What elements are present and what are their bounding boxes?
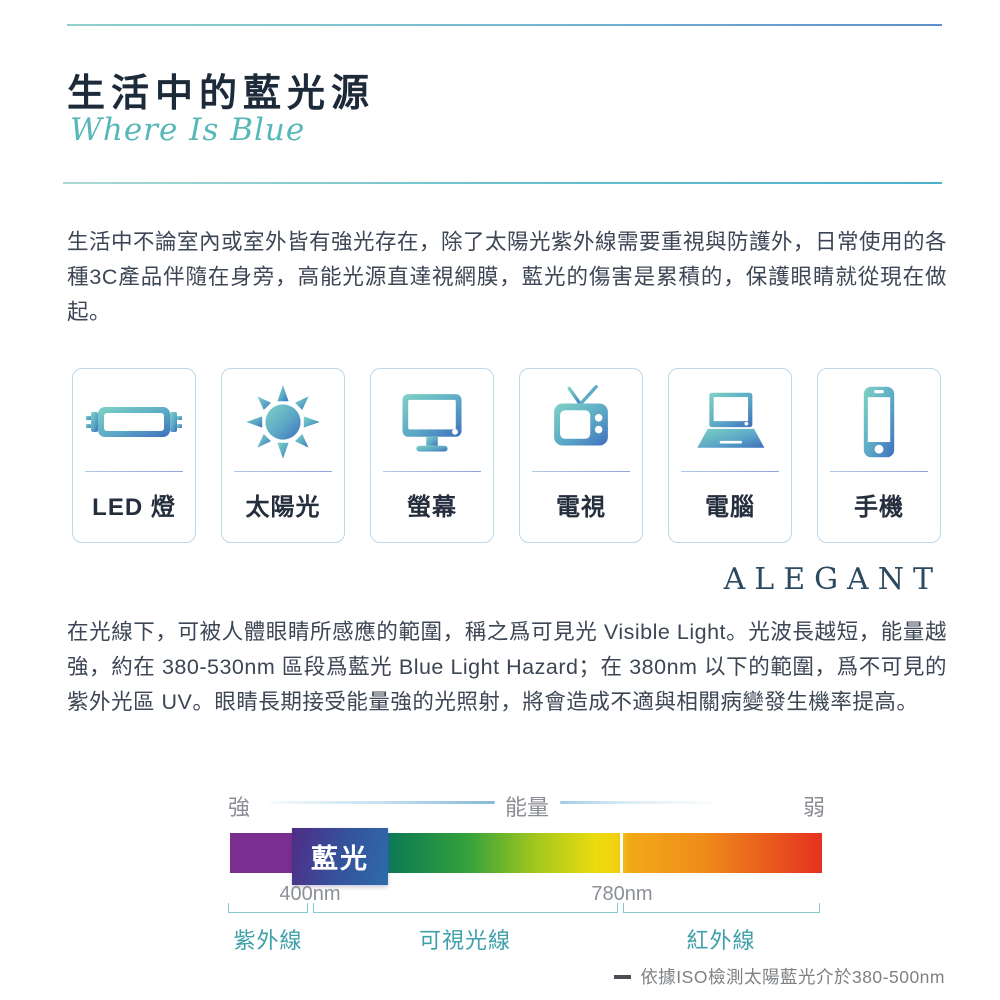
energy-label: 能量 [505, 795, 550, 820]
card-divider [85, 471, 183, 472]
footnote-text: 依據ISO檢測太陽藍光介於380-500nm [640, 967, 945, 987]
led-lamp-icon [86, 407, 182, 437]
visible-range-bracket [313, 903, 618, 913]
source-card-phone: 手機 [817, 368, 941, 543]
card-divider [830, 471, 928, 472]
energy-gradient-line-left [270, 801, 495, 804]
energy-strong-label: 強 [228, 795, 251, 820]
top-accent-line [67, 24, 942, 26]
visible-band-label: 可視光線 [418, 928, 512, 953]
energy-gradient-line-right [560, 801, 718, 804]
page-subtitle: Where Is Blue [70, 112, 306, 148]
intro-paragraph: 生活中不論室內或室外皆有強光存在，除了太陽光紫外線需要重視與防護外，日常使用的各… [67, 230, 948, 324]
ir-range-bracket [623, 903, 820, 913]
card-divider [532, 471, 630, 472]
iso-footnote: 依據ISO檢測太陽藍光介於380-500nm [614, 964, 945, 989]
source-card-led: LED 燈 [72, 368, 196, 543]
monitor-icon [402, 394, 462, 452]
card-divider [383, 471, 481, 472]
uv-band-label: 紫外線 [233, 928, 303, 953]
card-divider [234, 471, 332, 472]
source-card-laptop: 電腦 [668, 368, 792, 543]
source-card-label: LED 燈 [92, 494, 176, 521]
light-spectrum-diagram: 強 能量 弱 藍光 400nm 780nm 紫外線 可視光線 紅外線 [228, 785, 832, 953]
sun-icon [246, 385, 320, 459]
source-card-monitor: 螢幕 [370, 368, 494, 543]
tick-400nm: 400nm [279, 883, 341, 905]
source-card-label: 電腦 [705, 494, 755, 521]
blue-light-badge: 藍光 [292, 828, 388, 885]
uv-range-bracket [228, 903, 308, 913]
source-card-tv: 電視 [519, 368, 643, 543]
body-paragraph: 在光線下，可被人體眼睛所感應的範圍，稱之爲可見光 Visible Light。光… [67, 620, 947, 714]
page-title: 生活中的藍光源 [67, 70, 376, 115]
blue-light-source-cards: LED 燈 [72, 368, 942, 543]
source-card-label: 電視 [556, 494, 606, 521]
section-divider [63, 182, 942, 184]
source-card-sun: 太陽光 [221, 368, 345, 543]
tick-780nm: 780nm [591, 883, 653, 905]
smartphone-icon [863, 386, 895, 458]
ir-band-label: 紅外線 [686, 928, 756, 953]
source-card-label: 太陽光 [245, 494, 321, 521]
brand-logo: ALEGANT [723, 562, 942, 597]
laptop-icon [697, 392, 765, 448]
card-divider [681, 471, 779, 472]
spectrum-780nm-gap [620, 831, 623, 875]
footnote-dash-icon [614, 974, 632, 979]
energy-weak-label: 弱 [803, 795, 826, 820]
source-card-label: 手機 [854, 494, 904, 521]
source-card-label: 螢幕 [407, 494, 457, 521]
tv-icon [554, 385, 608, 446]
